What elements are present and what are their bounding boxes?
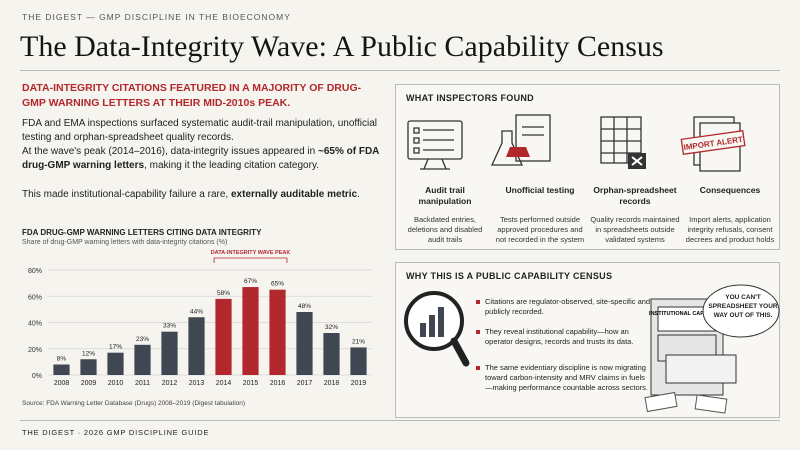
x-tick-label: 2016 [270, 380, 286, 387]
cabinet-text: INSTITUTIONAL CAPABILITY [649, 311, 725, 317]
text: At the wave's peak (2014–2016), data-int… [22, 146, 318, 157]
finding-title: Consequences [699, 185, 761, 195]
value-label: 8% [57, 356, 67, 363]
cabinet-label: INSTITUTIONAL CAPABILITY [649, 311, 725, 317]
value-label: 12% [82, 350, 95, 357]
icons: IMPORT ALERT [407, 114, 746, 172]
x-tick-label: 2009 [81, 380, 97, 387]
value-label: 67% [244, 278, 257, 285]
bullet: Citations are regulator-observed, site-s… [476, 297, 651, 317]
y-tick-label: 80% [28, 268, 42, 275]
bar [53, 364, 70, 375]
x-tick-label: 2014 [216, 380, 232, 387]
panel-heading: WHAT INSPECTORS FOUND [406, 93, 534, 103]
annotation: DATA-INTEGRITY WAVE PEAK [211, 250, 291, 256]
x-tick-label: 2012 [162, 380, 178, 387]
lead: DATA-INTEGRITY CITATIONS FEATURED IN A M… [22, 82, 362, 109]
finding-text: Import alerts, application integrity ref… [685, 215, 775, 244]
y-tick-label: 60% [28, 294, 42, 301]
bar [296, 312, 313, 375]
finding-text: Tests performed outside approved procedu… [495, 215, 585, 244]
annotation-bracket [213, 257, 288, 263]
source: Source: FDA Warning Letter Database (Dru… [22, 400, 246, 407]
bar [215, 298, 232, 375]
y-tick-label: 20% [28, 347, 42, 354]
bar [242, 287, 259, 375]
finding-text: Backdated entries, deletions and disable… [407, 215, 483, 244]
y-tick-label: 0% [32, 373, 42, 380]
chart-title: FDA DRUG-GMP WARNING LETTERS CITING DATA… [22, 228, 262, 237]
finding: Unofficial testing Tests performed outsid… [495, 185, 585, 245]
finding-text: Quality records maintained in spreadshee… [590, 215, 680, 244]
y-tick-label: 40% [28, 321, 42, 328]
footer: THE DIGEST · 2026 GMP DISCIPLINE GUIDE [22, 428, 210, 437]
paragraph: FDA and EMA inspections surfaced systema… [22, 118, 377, 143]
x-tick-label: 2015 [243, 380, 259, 387]
finding-title: Audit trail manipulation [418, 185, 472, 206]
chart-subtitle: Share of drug-GMP warning letters with d… [22, 239, 228, 246]
panel: WHAT INSPECTORS FOUND IMPORT ALERT Audit… [395, 84, 780, 250]
value-label: 58% [217, 290, 230, 297]
title: The Data-Integrity Wave: A Public Capabi… [20, 30, 664, 63]
text: This made institutional-capability failu… [22, 189, 231, 200]
panel: WHY THIS IS A PUBLIC CAPABILITY CENSUS I… [395, 262, 780, 418]
bar [80, 359, 97, 375]
value-label: 21% [352, 338, 365, 345]
value-label: 48% [298, 303, 311, 310]
illustration: INSTITUTIONAL CAPABILITY [404, 284, 780, 414]
text: , making it the leading citation categor… [144, 160, 319, 171]
finding-title: Orphan-spreadsheet records [593, 185, 677, 206]
value-label: 65% [271, 281, 284, 288]
speech-bubble: YOU CAN'T SPREADSHEET YOUR WAY OUT OF TH… [708, 294, 778, 319]
value-label: 23% [136, 336, 149, 343]
chart: 0% 20% 40% 60% 80% 2008 8% 2009 12% 2010 17% 2011 23… [28, 250, 372, 387]
bar [161, 331, 178, 375]
rule [20, 70, 780, 71]
value-label: 44% [190, 308, 203, 315]
bar [269, 289, 286, 375]
value-label: 17% [109, 344, 122, 351]
kicker: THE DIGEST — GMP DISCIPLINE IN THE BIOEC… [22, 12, 291, 22]
finding: Orphan-spreadsheet records Quality record… [590, 185, 680, 245]
panel-heading: WHY THIS IS A PUBLIC CAPABILITY CENSUS [406, 271, 613, 281]
x-tick-label: 2008 [54, 380, 70, 387]
finding: Consequences Import alerts, application i… [685, 185, 775, 245]
bullet: The same evidentiary discipline is now m… [476, 363, 651, 393]
finding: Audit trail manipulation Backdated entrie… [400, 185, 490, 245]
emphasis: ~65% of FDA drug-GMP warning letters [22, 146, 380, 171]
text: . [357, 189, 360, 200]
finding-title: Unofficial testing [505, 185, 575, 195]
x-tick-label: 2010 [108, 380, 124, 387]
x-tick-label: 2019 [351, 380, 367, 387]
x-tick-label: 2011 [135, 380, 150, 387]
x-tick-label: 2013 [189, 380, 205, 387]
emphasis: externally auditable metric [230, 189, 358, 200]
paragraph: At the wave's peak (2014–2016), data-int… [22, 145, 382, 173]
bar [134, 344, 151, 375]
x-tick-label: 2017 [297, 380, 313, 387]
x-tick-label: 2018 [324, 380, 340, 387]
rule [20, 420, 780, 421]
paragraph: This made institutional-capability failu… [22, 188, 382, 202]
value-label: 33% [163, 323, 176, 330]
bar [323, 333, 340, 375]
bar [188, 317, 205, 375]
bar [350, 347, 367, 375]
bar [107, 352, 124, 375]
value-label: 32% [325, 324, 338, 331]
bullet: They reveal institutional capability—how… [476, 327, 651, 347]
